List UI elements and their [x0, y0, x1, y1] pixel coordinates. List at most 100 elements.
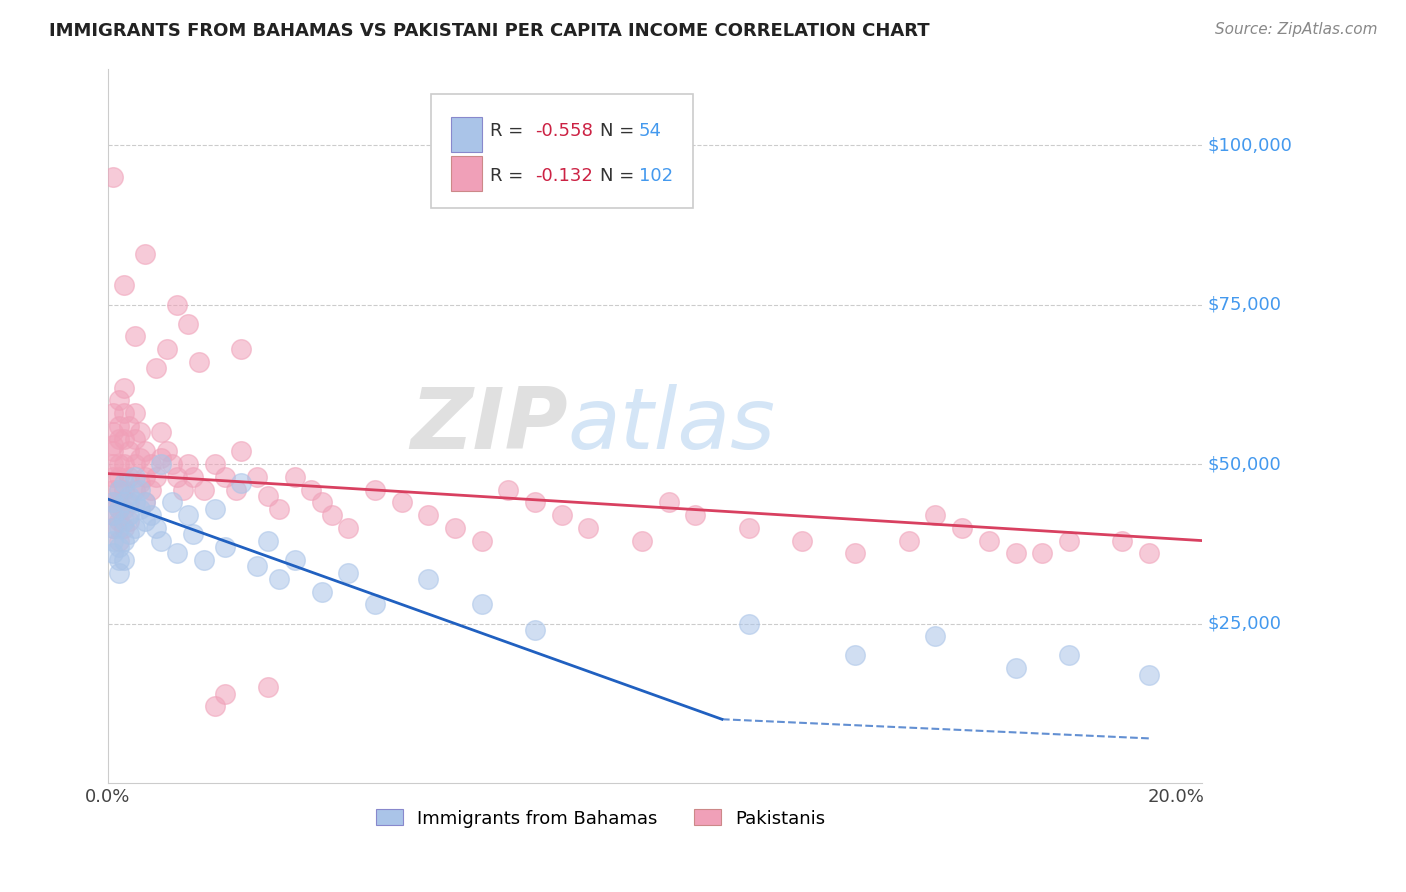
Point [118, 515, 141, 529]
Point [139, 457, 162, 471]
Point [183, 470, 205, 484]
Point [364, 598, 387, 612]
Point [112, 476, 135, 491]
Point [103, 495, 125, 509]
Point [107, 521, 129, 535]
Point [118, 508, 141, 522]
Point [177, 317, 200, 331]
Point [107, 483, 129, 497]
Point [107, 483, 129, 497]
Point [124, 457, 146, 471]
Point [337, 521, 360, 535]
Point [1057, 648, 1080, 663]
Point [187, 355, 209, 369]
Point [112, 495, 135, 509]
Point [107, 566, 129, 580]
Point [134, 515, 156, 529]
Point [107, 533, 129, 548]
Point [112, 406, 135, 420]
Point [103, 508, 125, 522]
FancyBboxPatch shape [430, 94, 693, 208]
Point [150, 533, 173, 548]
Point [977, 533, 1000, 548]
Point [657, 495, 679, 509]
Point [1004, 661, 1026, 675]
Point [924, 629, 946, 643]
Text: N =: N = [600, 167, 641, 185]
Text: $50,000: $50,000 [1208, 455, 1281, 473]
Point [299, 483, 322, 497]
Point [129, 476, 152, 491]
Text: 102: 102 [638, 167, 673, 185]
Point [124, 470, 146, 484]
Point [267, 501, 290, 516]
Point [156, 444, 179, 458]
Point [107, 540, 129, 554]
Point [129, 501, 152, 516]
Point [321, 508, 343, 522]
Point [284, 553, 307, 567]
Point [112, 515, 135, 529]
Point [107, 457, 129, 471]
FancyBboxPatch shape [450, 156, 482, 192]
Text: R =: R = [489, 122, 529, 140]
Point [134, 246, 156, 260]
Point [139, 483, 162, 497]
Point [150, 425, 173, 439]
Text: atlas: atlas [568, 384, 776, 467]
Point [924, 508, 946, 522]
Text: $75,000: $75,000 [1208, 295, 1282, 314]
Point [112, 278, 135, 293]
Point [578, 521, 600, 535]
Point [225, 483, 247, 497]
Point [1057, 533, 1080, 548]
Point [107, 393, 129, 408]
Point [844, 546, 866, 560]
Point [193, 553, 215, 567]
Point [103, 508, 125, 522]
Point [177, 508, 200, 522]
Point [1004, 546, 1026, 560]
Point [231, 343, 253, 357]
Point [1137, 667, 1160, 681]
Point [737, 616, 759, 631]
Point [145, 361, 167, 376]
Point [103, 546, 125, 560]
Point [103, 169, 125, 184]
Point [498, 483, 520, 497]
Point [183, 527, 205, 541]
Point [246, 470, 269, 484]
Point [231, 444, 253, 458]
Text: ZIP: ZIP [411, 384, 568, 467]
Point [129, 483, 152, 497]
Point [311, 495, 333, 509]
Point [391, 495, 413, 509]
Point [683, 508, 706, 522]
Text: Source: ZipAtlas.com: Source: ZipAtlas.com [1215, 22, 1378, 37]
Point [471, 533, 494, 548]
Point [471, 598, 494, 612]
Text: N =: N = [600, 122, 641, 140]
Point [246, 559, 269, 574]
Point [790, 533, 813, 548]
Point [103, 470, 125, 484]
Point [897, 533, 920, 548]
Point [112, 553, 135, 567]
Point [337, 566, 360, 580]
Point [112, 380, 135, 394]
Point [631, 533, 654, 548]
Text: 54: 54 [638, 122, 662, 140]
Point [124, 495, 146, 509]
Point [214, 540, 236, 554]
Point [118, 495, 141, 509]
Point [284, 470, 307, 484]
Point [257, 489, 280, 503]
Point [103, 444, 125, 458]
Point [150, 457, 173, 471]
Point [257, 681, 280, 695]
Point [1111, 533, 1133, 548]
Point [444, 521, 467, 535]
Point [103, 521, 125, 535]
Point [134, 470, 156, 484]
Text: IMMIGRANTS FROM BAHAMAS VS PAKISTANI PER CAPITA INCOME CORRELATION CHART: IMMIGRANTS FROM BAHAMAS VS PAKISTANI PER… [49, 22, 929, 40]
